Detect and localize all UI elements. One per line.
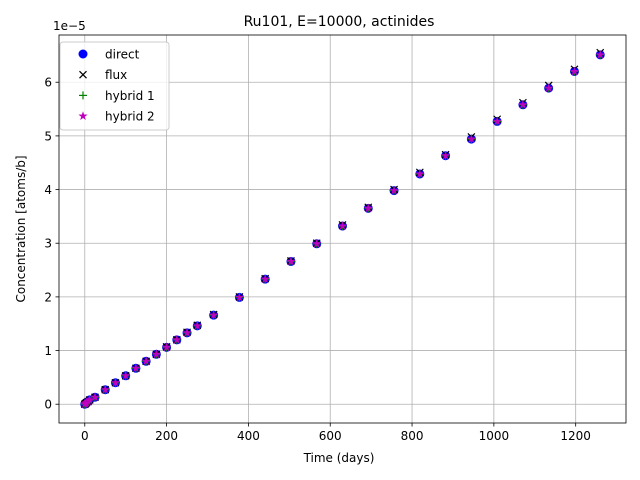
data-point-hybrid-2 (569, 66, 580, 76)
data-point-hybrid-2 (260, 274, 270, 284)
data-point-hybrid-2 (234, 292, 244, 302)
data-points (80, 48, 605, 409)
y-tick-label: 1 (44, 344, 52, 358)
data-point-hybrid-2 (90, 392, 100, 402)
data-point-hybrid-2 (162, 342, 172, 352)
data-point-hybrid-2 (131, 363, 141, 373)
legend-marker-flux (79, 70, 87, 79)
plot-area-border (58, 34, 627, 424)
series-hybrid-2 (80, 50, 605, 409)
data-point-hybrid-2 (121, 370, 131, 380)
x-tick-label: 0 (81, 429, 89, 443)
data-point-hybrid-2 (151, 349, 161, 359)
legend-label-direct: direct (105, 48, 140, 62)
chart-title: Ru101, E=10000, actinides (244, 14, 435, 30)
legend: direct flux hybrid 1 hybrid 2 (59, 41, 170, 131)
x-tick-label: 400 (237, 429, 260, 443)
grid-lines (59, 35, 626, 423)
data-point-hybrid-2 (312, 238, 322, 248)
x-axis-label: Time (days) (303, 451, 375, 465)
legend-marker-direct (78, 49, 88, 59)
data-point-hybrid-2 (182, 328, 192, 337)
x-tick-label: 800 (401, 429, 424, 443)
x-tick-label: 1200 (560, 429, 591, 443)
data-point-hybrid-2 (466, 134, 476, 143)
x-marker-stroke (79, 70, 87, 79)
axes-frame (58, 34, 627, 424)
data-point-hybrid-2 (544, 83, 554, 93)
data-point-hybrid-2 (85, 395, 95, 404)
x-tick-label: 200 (155, 429, 178, 443)
y-tick-label: 2 (44, 290, 52, 304)
legend-marker-hybrid-2 (78, 111, 88, 120)
x-tick-label: 600 (319, 429, 342, 443)
legend-label-hybrid-1: hybrid 1 (105, 89, 155, 103)
axis-ticks: 0 200 400 600 800 1000 1200 0 1 2 3 4 5 6 (44, 76, 591, 443)
data-point-hybrid-2 (286, 256, 296, 266)
legend-label-hybrid-2: hybrid 2 (105, 110, 155, 124)
data-point-hybrid-2 (492, 116, 502, 126)
data-point-hybrid-2 (100, 384, 110, 394)
y-tick-label: 3 (44, 237, 52, 251)
y-tick-label: 5 (44, 129, 52, 143)
data-point-hybrid-2 (172, 335, 182, 344)
data-point-hybrid-2 (595, 50, 605, 59)
legend-marker-hybrid-1 (79, 91, 87, 100)
x-tick-label: 1000 (479, 429, 510, 443)
y-tick-label: 4 (44, 183, 52, 197)
data-point-hybrid-2 (141, 356, 151, 366)
data-point-hybrid-2 (363, 203, 373, 213)
data-point-hybrid-2 (192, 321, 202, 330)
y-tick-label: 6 (44, 76, 52, 90)
legend-label-flux: flux (105, 68, 127, 82)
data-point-hybrid-2 (415, 169, 425, 178)
y-tick-label: 0 (44, 398, 52, 412)
y-axis-label: Concentration [atoms/b] (14, 155, 28, 302)
data-point-hybrid-2 (337, 221, 348, 230)
data-point-hybrid-2 (518, 99, 528, 109)
data-point-hybrid-2 (110, 377, 121, 387)
data-point-hybrid-2 (209, 310, 219, 320)
legend-box (59, 41, 170, 131)
data-point-hybrid-2 (441, 150, 451, 160)
y-axis-offset-label: 1e−5 (53, 19, 86, 33)
data-point-hybrid-2 (389, 185, 399, 195)
